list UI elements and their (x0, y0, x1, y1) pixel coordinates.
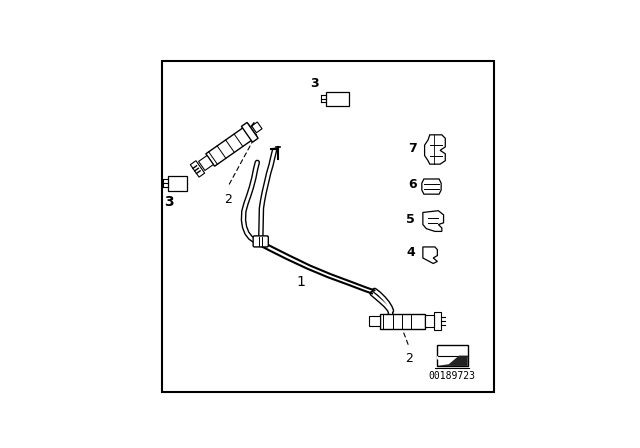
FancyBboxPatch shape (380, 314, 424, 329)
Polygon shape (424, 135, 445, 164)
FancyBboxPatch shape (369, 316, 380, 326)
Text: 1: 1 (296, 275, 305, 289)
Polygon shape (422, 179, 441, 194)
FancyBboxPatch shape (168, 176, 188, 191)
Text: 5: 5 (406, 213, 415, 226)
Polygon shape (241, 122, 258, 142)
Polygon shape (435, 312, 441, 330)
Polygon shape (198, 155, 213, 171)
Polygon shape (206, 124, 257, 166)
Polygon shape (190, 161, 205, 177)
Text: 2: 2 (224, 193, 232, 206)
Polygon shape (423, 247, 437, 263)
Text: 4: 4 (406, 246, 415, 258)
Polygon shape (252, 122, 262, 133)
Text: 3: 3 (164, 195, 174, 209)
Polygon shape (436, 356, 449, 364)
Polygon shape (423, 211, 444, 232)
Text: 7: 7 (408, 142, 417, 155)
Polygon shape (436, 356, 468, 366)
Bar (436, 345, 468, 366)
Text: 6: 6 (408, 178, 417, 191)
FancyBboxPatch shape (424, 315, 435, 327)
Text: 00189723: 00189723 (429, 371, 476, 381)
FancyBboxPatch shape (326, 92, 349, 106)
FancyBboxPatch shape (253, 236, 268, 247)
Text: 2: 2 (405, 352, 413, 365)
Text: 3: 3 (310, 77, 319, 90)
